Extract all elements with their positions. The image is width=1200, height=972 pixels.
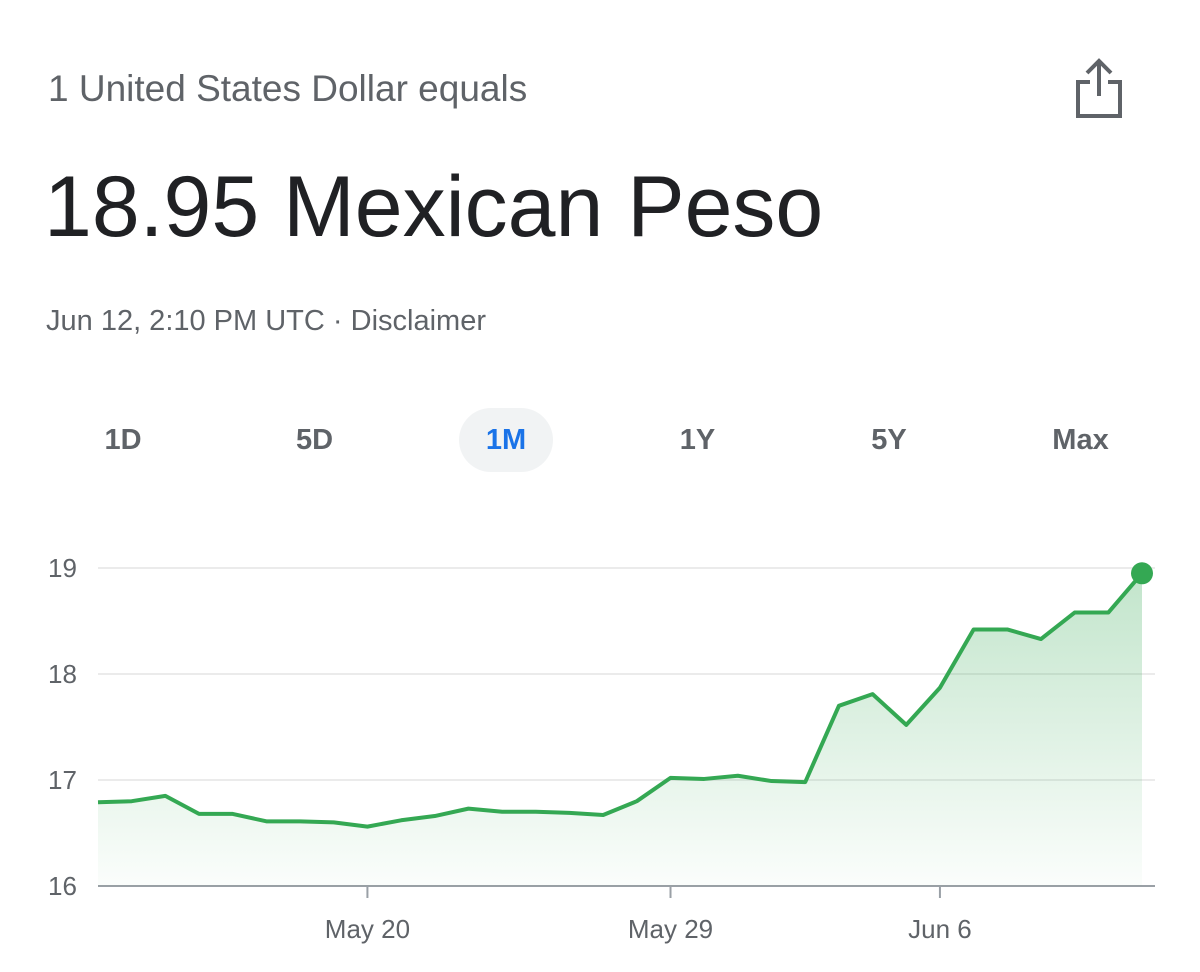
timestamp-line: Jun 12, 2:10 PM UTC · Disclaimer — [46, 305, 486, 338]
range-tab[interactable]: 5Y — [871, 424, 907, 456]
timestamp: Jun 12, 2:10 PM UTC — [46, 305, 325, 337]
range-tab[interactable]: 1Y — [679, 424, 716, 456]
disclaimer-link[interactable]: Disclaimer — [350, 305, 486, 337]
current-point — [1131, 562, 1153, 585]
x-tick-label: May 20 — [325, 914, 410, 944]
range-tab[interactable]: 5D — [295, 424, 334, 456]
share-button[interactable] — [1074, 58, 1124, 120]
y-tick-label: 17 — [48, 765, 77, 795]
converted-value: 18.95 Mexican Peso — [44, 159, 824, 255]
x-tick-label: Jun 6 — [908, 914, 972, 944]
y-tick-label: 19 — [48, 553, 77, 583]
range-tab[interactable]: 1M — [459, 408, 553, 472]
subtitle: 1 United States Dollar equals — [48, 68, 528, 109]
range-tab[interactable]: 1D — [104, 424, 142, 456]
y-tick-label: 16 — [48, 871, 77, 901]
range-tab[interactable]: Max — [1052, 424, 1109, 456]
x-tick-label: May 29 — [628, 914, 713, 944]
separator: · — [332, 305, 343, 337]
area-fill — [98, 573, 1142, 886]
y-tick-label: 18 — [48, 659, 77, 689]
line — [97, 571, 1144, 829]
